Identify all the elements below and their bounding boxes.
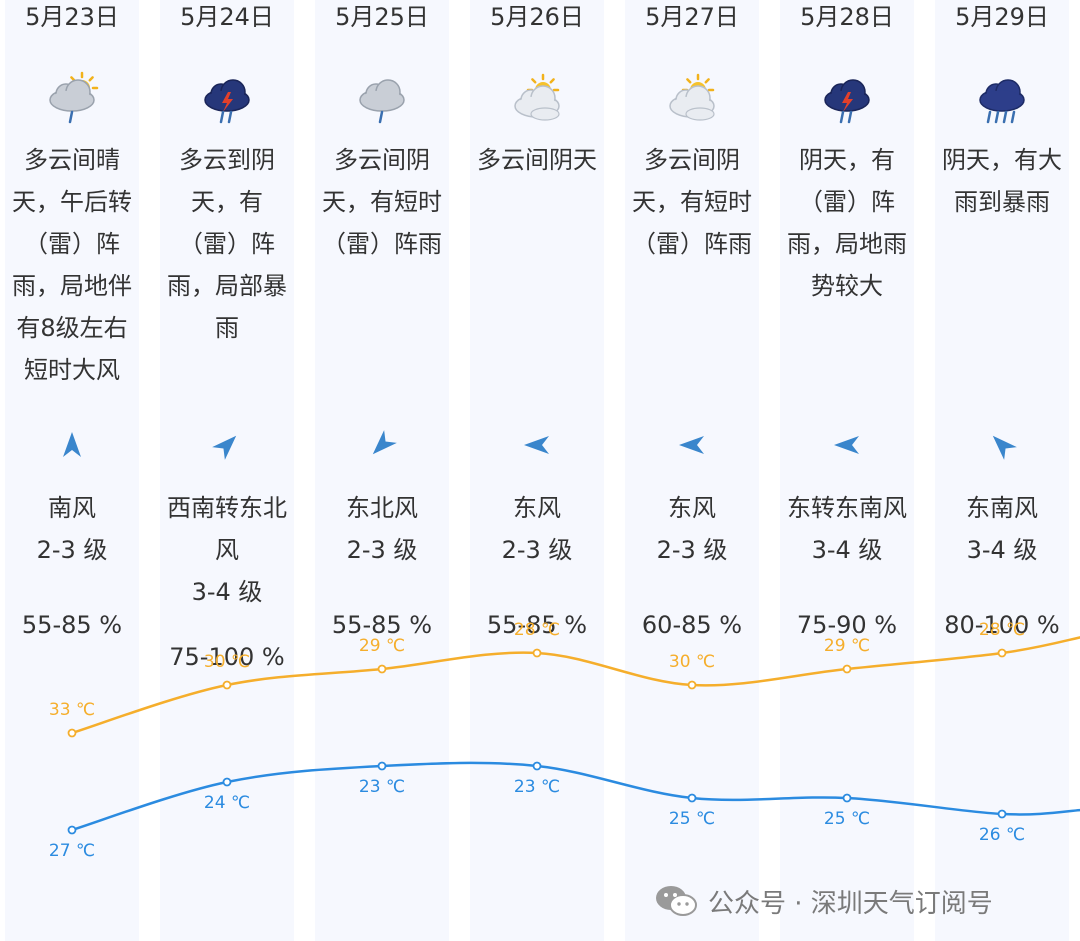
weather-description-line: 天，午后转 <box>12 188 132 216</box>
cloudy-sun-rain-icon <box>49 71 99 124</box>
humidity: 55-85 % <box>486 611 588 639</box>
wind-info-line: 东转东南风 <box>787 494 907 522</box>
thunderstorm-icon <box>824 79 870 124</box>
weather-description-line: 雨，局地雨 <box>787 230 907 258</box>
weather-description-line: 雨 <box>215 314 239 342</box>
weather-description: 阴天，有大雨到暴雨 <box>927 139 1077 223</box>
cloud-rain-icon <box>359 79 405 124</box>
wind-info-line: 东风 <box>513 494 561 522</box>
wind-info-line: 2-3 级 <box>656 536 728 564</box>
weather-description-line: （雷）阵雨 <box>322 230 442 258</box>
weather-description-line: 多云间阴 <box>644 146 740 174</box>
watermark: 公众号 · 深圳天气订阅号 <box>654 883 993 919</box>
weather-description-line: 天，有短时 <box>632 188 752 216</box>
wind-info-line: 3-4 级 <box>966 536 1038 564</box>
humidity: 75-90 % <box>796 611 898 639</box>
wind-info-line: 东南风 <box>966 494 1038 522</box>
wind-direction-icon <box>372 430 397 455</box>
wind-info: 东风 2-3 级 <box>617 487 767 571</box>
wind-direction-icon <box>212 435 237 460</box>
day-date: 5月23日 <box>25 3 119 31</box>
weather-description-line: 雨到暴雨 <box>954 188 1050 216</box>
weather-description-line: 天，有 <box>191 188 263 216</box>
weather-description-line: 阴天，有大 <box>942 146 1062 174</box>
weather-description: 多云间阴天 <box>462 139 612 181</box>
wind-info-line: 东风 <box>668 494 716 522</box>
wind-direction-icon <box>992 435 1017 460</box>
weather-description-line: 有8级左右 <box>16 314 128 342</box>
weather-description-line: 阴天，有 <box>799 146 895 174</box>
wind-info-line: 西南转东北 <box>167 494 287 522</box>
wind-info: 西南转东北风 3-4 级 <box>152 487 302 613</box>
wind-info-line: 3-4 级 <box>191 578 263 606</box>
humidity: 80-100 % <box>944 611 1060 639</box>
weather-description-line: 天，有短时 <box>322 188 442 216</box>
watermark-text: 公众号 · 深圳天气订阅号 <box>708 888 993 919</box>
weather-description-line: 短时大风 <box>24 356 120 384</box>
wind-info: 南风 2-3 级 <box>0 487 147 571</box>
wechat-icon <box>656 886 697 916</box>
wind-direction-icon <box>834 436 859 454</box>
weather-description-line: 多云间阴天 <box>477 146 597 174</box>
weather-description: 多云间阴天，有短时 （雷）阵雨 <box>307 139 457 265</box>
partly-cloudy-icon <box>669 73 715 121</box>
wind-direction-icon <box>524 436 549 454</box>
humidity: 60-85 % <box>641 611 743 639</box>
humidity: 55-85 % <box>21 611 123 639</box>
thunderstorm-icon <box>204 79 250 124</box>
wind-info-line: 南风 <box>48 494 96 522</box>
weather-description-line: （雷）阵雨 <box>632 230 752 258</box>
weather-description-line: 多云间晴 <box>24 146 120 174</box>
weather-description-line: 雨，局部暴 <box>167 272 287 300</box>
wind-info: 东转东南风 3-4 级 <box>772 487 922 571</box>
wind-info-line: 2-3 级 <box>36 536 108 564</box>
weather-description-line: （雷）阵 <box>24 230 120 258</box>
day-date: 5月25日 <box>335 3 429 31</box>
wind-info-line: 3-4 级 <box>811 536 883 564</box>
weather-description: 多云间阴天，有短时 （雷）阵雨 <box>617 139 767 265</box>
partly-cloudy-icon <box>514 73 560 121</box>
wind-direction-icon <box>63 432 81 457</box>
weather-description: 多云间晴天，午后转 （雷）阵雨，局地伴有8级左右短时大风 <box>0 139 147 391</box>
day-date: 5月28日 <box>800 3 894 31</box>
weather-description-line: 多云到阴 <box>179 146 275 174</box>
weather-description: 多云到阴天，有 （雷）阵雨，局部暴雨 <box>152 139 302 349</box>
day-date: 5月24日 <box>180 3 274 31</box>
humidity: 55-85 % <box>331 611 433 639</box>
heavy-rain-icon <box>979 79 1025 124</box>
wind-direction-icon <box>679 436 704 454</box>
day-date: 5月27日 <box>645 3 739 31</box>
day-date: 5月29日 <box>955 3 1049 31</box>
wind-info: 东北风 2-3 级 <box>307 487 457 571</box>
day-date: 5月26日 <box>490 3 584 31</box>
weather-description-line: 雨，局地伴 <box>12 272 132 300</box>
wind-info-line: 2-3 级 <box>346 536 418 564</box>
weather-description-line: 多云间阴 <box>334 146 430 174</box>
wind-info: 东南风 3-4 级 <box>927 487 1077 571</box>
weather-description-line: 势较大 <box>811 272 883 300</box>
wind-info-line: 2-3 级 <box>501 536 573 564</box>
weather-description-line: （雷）阵 <box>179 230 275 258</box>
wind-info-line: 风 <box>215 536 239 564</box>
wind-info-line: 东北风 <box>346 494 418 522</box>
wind-info: 东风 2-3 级 <box>462 487 612 571</box>
weather-description: 阴天，有 （雷）阵雨，局地雨势较大 <box>772 139 922 307</box>
humidity: 75-100 % <box>169 643 285 671</box>
weather-description-line: （雷）阵 <box>799 188 895 216</box>
